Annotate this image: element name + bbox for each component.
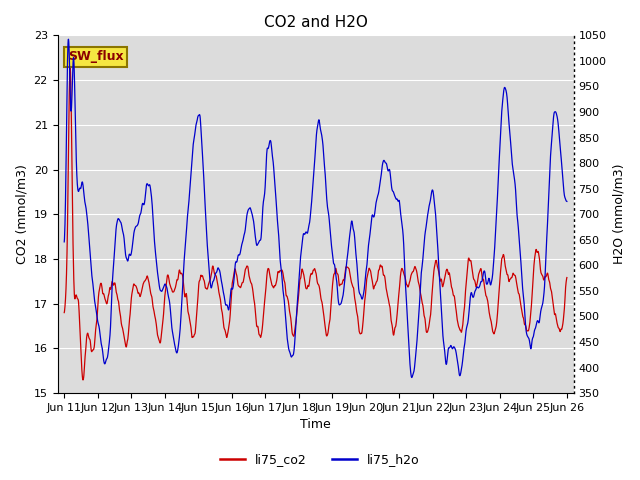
Legend: li75_co2, li75_h2o: li75_co2, li75_h2o xyxy=(215,448,425,471)
Y-axis label: H2O (mmol/m3): H2O (mmol/m3) xyxy=(612,164,625,264)
Title: CO2 and H2O: CO2 and H2O xyxy=(264,15,367,30)
Text: SW_flux: SW_flux xyxy=(68,50,124,63)
X-axis label: Time: Time xyxy=(300,419,331,432)
Y-axis label: CO2 (mmol/m3): CO2 (mmol/m3) xyxy=(15,164,28,264)
